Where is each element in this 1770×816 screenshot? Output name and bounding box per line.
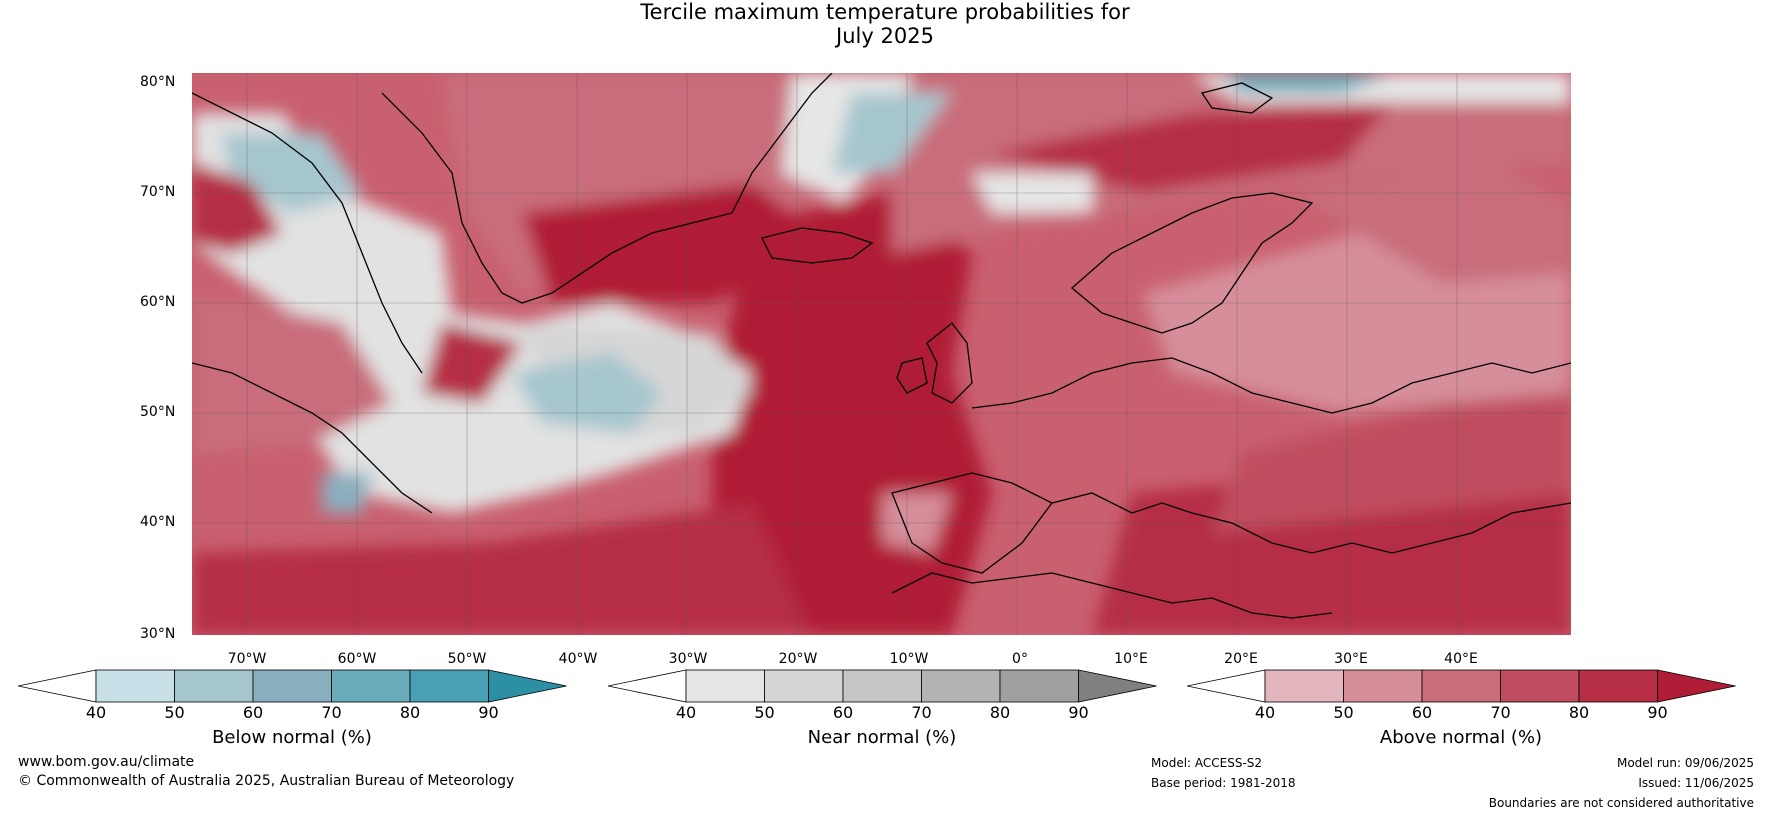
greenland-coast <box>381 73 833 304</box>
above-colorbar-tick-50: 50 <box>1333 703 1354 722</box>
map-title: Tercile maximum temperature probabilitie… <box>0 0 1770 48</box>
near-colorbar-box-0 <box>685 669 765 703</box>
below-colorbar-tick-40: 40 <box>85 703 107 722</box>
above-colorbar-tick-70: 70 <box>1490 703 1511 722</box>
near-colorbar-max-triangle <box>1078 669 1157 703</box>
scandinavia-coast <box>1070 192 1314 334</box>
below-colorbar-min-triangle <box>18 669 97 703</box>
disclaimer-text: Boundaries are not considered authoritat… <box>1488 796 1754 810</box>
above-colorbar-max-triangle <box>1657 669 1736 703</box>
svalbard-coast <box>1200 82 1274 114</box>
below-colorbar-tick-80: 80 <box>399 703 421 722</box>
above-colorbar-tick-60: 60 <box>1411 703 1433 722</box>
europe-coast <box>971 357 1571 414</box>
title-line-2: July 2025 <box>836 24 934 48</box>
lat-label-40n: 40°N <box>140 514 176 530</box>
near-colorbar-tick-60: 60 <box>832 703 854 722</box>
below-normal-label: Below normal (%) <box>212 727 372 748</box>
lat-label-60n: 60°N <box>140 294 176 310</box>
near-colorbar-box-2 <box>842 669 922 703</box>
british-isles-coast <box>926 322 973 404</box>
labrador-coast <box>192 362 433 514</box>
mediterranean-coast <box>1051 492 1571 554</box>
above-normal-colorbar <box>1187 669 1736 703</box>
below-colorbar-box-3 <box>331 669 411 703</box>
below-colorbar-box-1 <box>174 669 254 703</box>
below-colorbar-box-2 <box>252 669 332 703</box>
near-colorbar-tick-50: 50 <box>754 703 775 722</box>
lat-label-70n: 70°N <box>140 184 176 200</box>
above-colorbar-tick-80: 80 <box>1568 703 1590 722</box>
above-colorbar-box-3 <box>1500 669 1580 703</box>
lon-label-10e: 10°E <box>1114 651 1148 667</box>
lat-label-50n: 50°N <box>140 404 176 420</box>
lon-label-20w: 20°W <box>778 651 818 667</box>
below-colorbar-box-4 <box>409 669 489 703</box>
iberia-coast <box>891 472 1053 574</box>
baffin-coast <box>192 92 423 374</box>
north-africa-coast <box>891 572 1333 619</box>
website-text: www.bom.gov.au/climate <box>18 754 195 770</box>
above-colorbar-box-0 <box>1264 669 1344 703</box>
lon-label-40w: 40°W <box>558 651 598 667</box>
lon-label-0: 0° <box>1012 651 1028 667</box>
lon-label-40e: 40°E <box>1444 651 1478 667</box>
below-colorbar-tick-50: 50 <box>164 703 185 722</box>
lon-label-20e: 20°E <box>1224 651 1258 667</box>
above-colorbar-box-1 <box>1343 669 1423 703</box>
ireland-coast <box>896 357 928 394</box>
near-colorbar-box-1 <box>764 669 844 703</box>
below-colorbar-tick-90: 90 <box>478 703 499 722</box>
lon-label-10w: 10°W <box>889 651 929 667</box>
above-colorbar-box-2 <box>1421 669 1501 703</box>
above-normal-label: Above normal (%) <box>1379 727 1543 748</box>
below-colorbar-max-triangle <box>488 669 567 703</box>
model-run-text: Model run: 09/06/2025 <box>1616 756 1754 770</box>
lon-label-50w: 50°W <box>447 651 487 667</box>
below-colorbar-tick-70: 70 <box>321 703 342 722</box>
lon-label-60w: 60°W <box>337 651 377 667</box>
near-colorbar-min-triangle <box>608 669 687 703</box>
above-colorbar-min-triangle <box>1187 669 1266 703</box>
lon-label-30w: 30°W <box>668 651 708 667</box>
near-normal-colorbar <box>608 669 1157 703</box>
lat-label-80n: 80°N <box>140 74 176 90</box>
lon-label-70w: 70°W <box>227 651 267 667</box>
lat-label-30n: 30°N <box>140 626 176 642</box>
lon-label-30e: 30°E <box>1334 651 1368 667</box>
near-normal-label: Near normal (%) <box>807 727 957 748</box>
coastlines <box>192 73 1571 619</box>
near-colorbar-box-3 <box>921 669 1001 703</box>
near-colorbar-tick-90: 90 <box>1068 703 1089 722</box>
near-colorbar-box-4 <box>999 669 1079 703</box>
base-period-text: Base period: 1981-2018 <box>1151 776 1296 790</box>
below-normal-colorbar <box>18 669 567 703</box>
above-colorbar-tick-40: 40 <box>1254 703 1276 722</box>
below-colorbar-box-0 <box>95 669 175 703</box>
iceland-coast <box>761 227 874 264</box>
copyright-text: © Commonwealth of Australia 2025, Austra… <box>18 773 515 789</box>
above-colorbar-tick-90: 90 <box>1647 703 1668 722</box>
near-colorbar-tick-80: 80 <box>989 703 1011 722</box>
below-colorbar-tick-60: 60 <box>242 703 264 722</box>
issued-text: Issued: 11/06/2025 <box>1638 776 1754 790</box>
near-colorbar-tick-70: 70 <box>911 703 932 722</box>
title-line-1: Tercile maximum temperature probabilitie… <box>640 0 1130 24</box>
above-colorbar-box-4 <box>1578 669 1658 703</box>
model-text: Model: ACCESS-S2 <box>1151 756 1263 770</box>
graticule <box>192 73 1571 635</box>
probability-map <box>192 73 1571 635</box>
near-colorbar-tick-40: 40 <box>675 703 697 722</box>
